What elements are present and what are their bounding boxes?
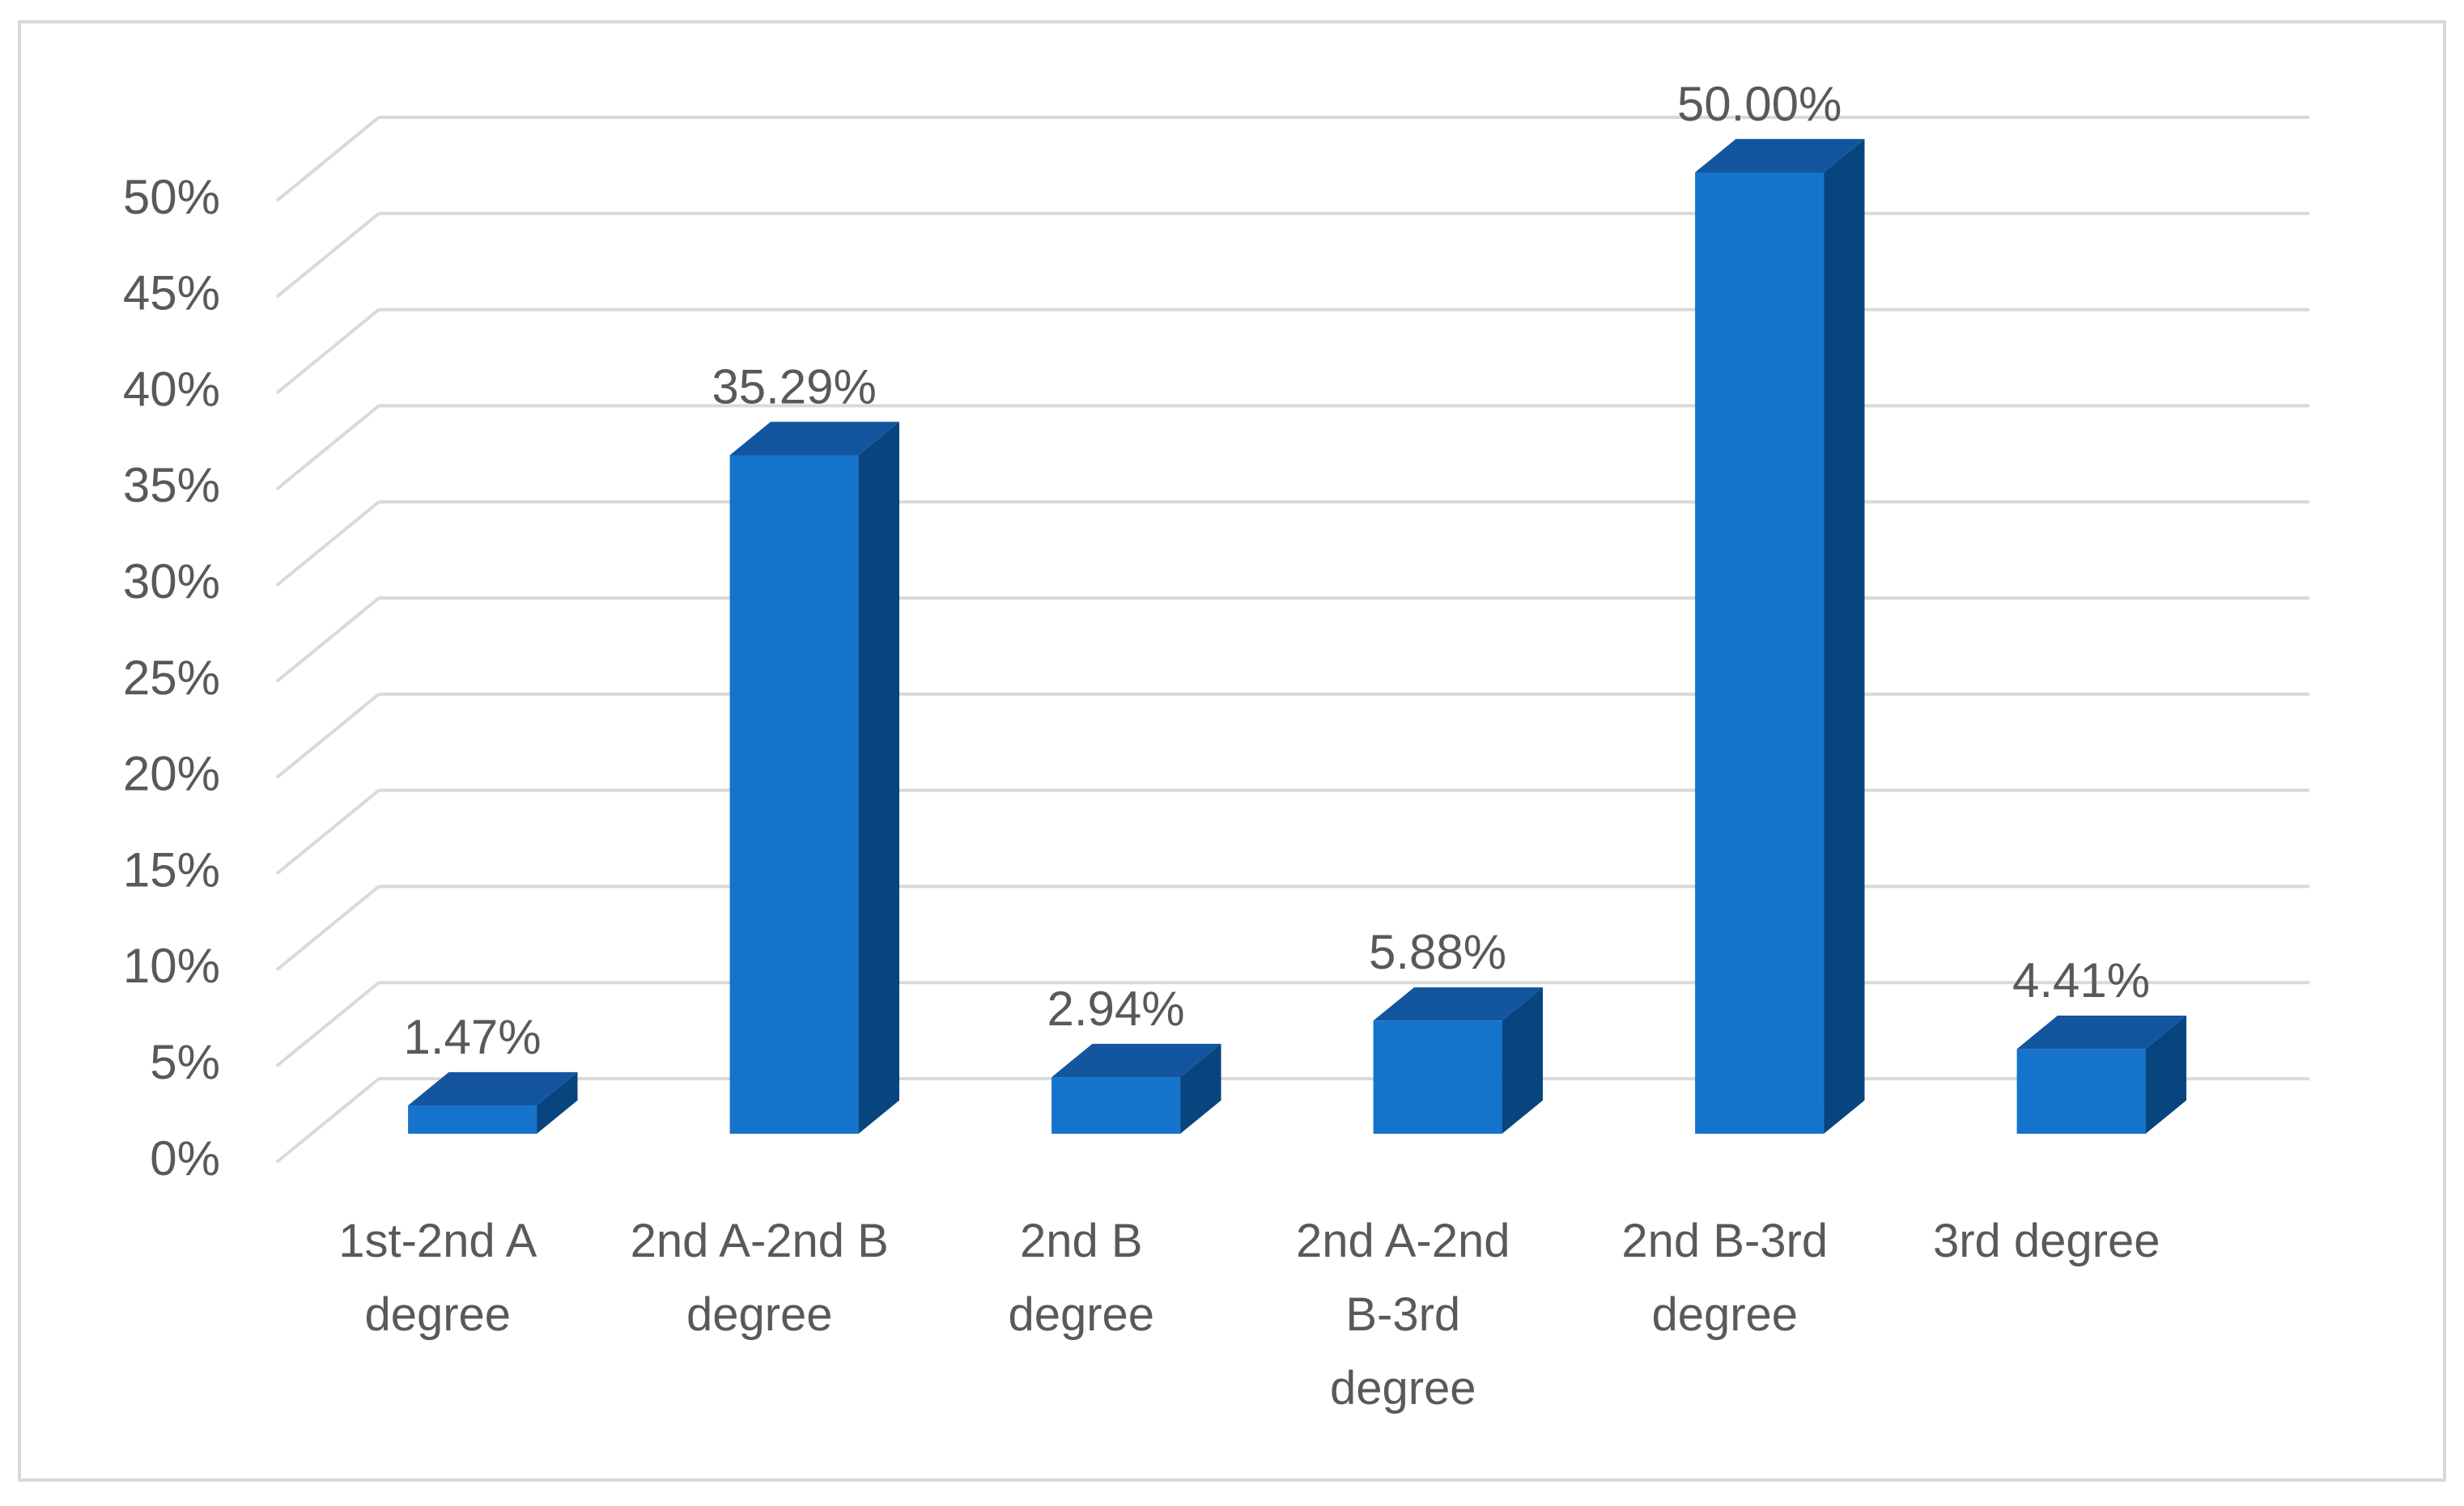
x-tick-label: 2nd A-2nd B-3rd degree bbox=[1296, 1215, 1510, 1415]
grid-line bbox=[275, 596, 380, 683]
bar-side bbox=[537, 1071, 578, 1134]
grid-line bbox=[275, 116, 380, 202]
y-tick-label: 5% bbox=[150, 1035, 220, 1089]
bar-side bbox=[1502, 987, 1543, 1134]
bar bbox=[1695, 172, 1825, 1134]
bar bbox=[2016, 1049, 2146, 1134]
bar-side bbox=[858, 422, 899, 1134]
grid-line bbox=[275, 693, 380, 779]
data-label: 2.94% bbox=[1047, 982, 1185, 1036]
bar bbox=[1373, 1020, 1502, 1134]
y-tick-label: 35% bbox=[123, 458, 220, 512]
y-tick-label: 10% bbox=[123, 939, 220, 993]
bar-side bbox=[1824, 138, 1865, 1134]
bar-top bbox=[729, 422, 899, 456]
bar-top bbox=[1695, 138, 1865, 172]
y-tick-label: 50% bbox=[123, 170, 220, 224]
bar bbox=[408, 1105, 537, 1134]
grid-line bbox=[275, 981, 380, 1067]
bar-top bbox=[1051, 1043, 1221, 1078]
bar bbox=[1051, 1077, 1181, 1134]
y-tick-label: 20% bbox=[123, 747, 220, 801]
data-label: 1.47% bbox=[404, 1010, 542, 1064]
grid-line bbox=[275, 1077, 380, 1164]
y-tick-label: 45% bbox=[123, 266, 220, 320]
x-tick-label: 1st-2nd A degree bbox=[338, 1215, 537, 1341]
data-label: 5.88% bbox=[1369, 925, 1506, 979]
y-tick-label: 40% bbox=[123, 362, 220, 416]
bar-top bbox=[1373, 987, 1543, 1021]
grid-line bbox=[275, 500, 380, 587]
data-label: 4.41% bbox=[2012, 953, 2150, 1008]
grid-line bbox=[275, 212, 380, 299]
y-tick-label: 0% bbox=[150, 1131, 220, 1186]
x-tick-label: 3rd degree bbox=[1932, 1215, 2160, 1267]
bar-top bbox=[408, 1071, 578, 1106]
y-tick-label: 25% bbox=[123, 651, 220, 705]
grid-line bbox=[275, 308, 380, 395]
x-tick-label: 2nd B degree bbox=[1008, 1215, 1155, 1341]
data-label: 35.29% bbox=[712, 359, 877, 414]
bar-side bbox=[2145, 1015, 2186, 1134]
data-label: 50.00% bbox=[1677, 77, 1842, 131]
y-tick-label: 15% bbox=[123, 842, 220, 897]
chart-frame bbox=[18, 20, 2446, 1482]
bar-side bbox=[1180, 1043, 1221, 1134]
grid-line bbox=[275, 404, 380, 490]
grid-line bbox=[275, 885, 380, 971]
bar-top bbox=[2016, 1015, 2186, 1050]
bar bbox=[729, 455, 859, 1134]
grid-line bbox=[275, 789, 380, 876]
x-tick-label: 2nd A-2nd B degree bbox=[630, 1215, 889, 1341]
y-tick-label: 30% bbox=[123, 554, 220, 609]
x-tick-label: 2nd B-3rd degree bbox=[1621, 1215, 1829, 1341]
